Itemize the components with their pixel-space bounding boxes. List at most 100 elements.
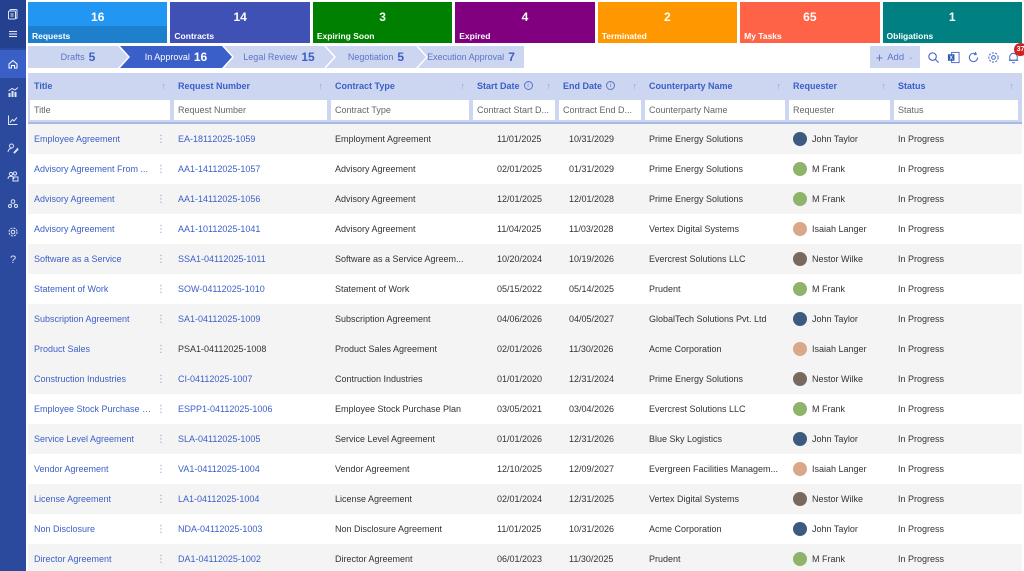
cell-request-number[interactable]: SA1-04112025-1009: [178, 314, 261, 324]
tile-expired[interactable]: 4 Expired: [455, 2, 595, 43]
sidebar-item-home[interactable]: [0, 50, 26, 78]
sidebar-item-team[interactable]: [0, 162, 26, 190]
cell-request-number[interactable]: SLA-04112025-1005: [178, 434, 261, 444]
sort-arrow-icon[interactable]: ↑: [546, 80, 552, 91]
table-row[interactable]: Vendor Agreement ⋮ VA1-04112025-1004 Vendor…: [28, 454, 1022, 484]
title-link[interactable]: Software as a Service: [34, 254, 122, 264]
app-logo-icon[interactable]: [0, 5, 26, 23]
table-row[interactable]: Statement of Work ⋮ SOW-04112025-1010 State…: [28, 274, 1022, 304]
filter-input-end-date[interactable]: [559, 100, 641, 120]
title-link[interactable]: Director Agreement: [34, 554, 112, 564]
cell-request-number[interactable]: AA1-10112025-1041: [178, 224, 261, 234]
title-link[interactable]: Product Sales: [34, 344, 91, 354]
sidebar-item-analytics[interactable]: [0, 78, 26, 106]
step-drafts[interactable]: Drafts 5: [28, 46, 128, 68]
cell-request-number[interactable]: AA1-14112025-1057: [178, 164, 261, 174]
sidebar-item-user-edit[interactable]: [0, 134, 26, 162]
filter-input-counterparty-name[interactable]: [645, 100, 785, 120]
row-menu-icon[interactable]: ⋮: [156, 133, 166, 145]
step-in-approval[interactable]: In Approval 16: [120, 46, 232, 68]
filter-input-contract-type[interactable]: [331, 100, 469, 120]
step-negotiation[interactable]: Negotiation 5: [326, 46, 426, 68]
row-menu-icon[interactable]: ⋮: [156, 283, 166, 295]
column-header-requester[interactable]: Requester ↑: [787, 81, 892, 91]
cell-request-number[interactable]: SSA1-04112025-1011: [178, 254, 266, 264]
column-header-end-date[interactable]: End Date i ↑: [557, 81, 643, 91]
cell-request-number[interactable]: SOW-04112025-1010: [178, 284, 265, 294]
info-icon[interactable]: i: [606, 81, 616, 90]
sort-arrow-icon[interactable]: ↑: [776, 80, 782, 91]
search-button[interactable]: [926, 50, 940, 64]
table-row[interactable]: Software as a Service ⋮ SSA1-04112025-1011…: [28, 244, 1022, 274]
info-icon[interactable]: i: [523, 81, 533, 90]
add-button[interactable]: + Add ⌄: [869, 46, 920, 68]
table-row[interactable]: Service Level Agreement ⋮ SLA-04112025-100…: [28, 424, 1022, 454]
title-link[interactable]: Advisory Agreement From ...: [34, 164, 149, 174]
table-row[interactable]: Advisory Agreement ⋮ AA1-10112025-1041 Advi…: [28, 214, 1022, 244]
tile-my-tasks[interactable]: 65 My Tasks: [740, 2, 880, 43]
sidebar-item-user-group[interactable]: [0, 190, 26, 218]
table-row[interactable]: License Agreement ⋮ LA1-04112025-1004 Licen…: [28, 484, 1022, 514]
table-row[interactable]: Employee Stock Purchase Pl... ⋮ ESPP1-0411…: [28, 394, 1022, 424]
column-header-status[interactable]: Status ↑: [892, 81, 1020, 91]
column-header-title[interactable]: Title ↑: [28, 81, 172, 91]
sort-arrow-icon[interactable]: ↑: [881, 80, 887, 91]
title-link[interactable]: Vendor Agreement: [34, 464, 109, 474]
table-row[interactable]: Advisory Agreement ⋮ AA1-14112025-1056 Advi…: [28, 184, 1022, 214]
tile-terminated[interactable]: 2 Terminated: [597, 2, 738, 43]
settings-button[interactable]: [986, 50, 1000, 64]
tile-requests[interactable]: 16 Requests: [28, 2, 168, 43]
row-menu-icon[interactable]: ⋮: [156, 193, 166, 205]
title-link[interactable]: Employee Agreement: [34, 134, 121, 144]
notifications-button[interactable]: 37: [1006, 43, 1024, 64]
table-row[interactable]: Construction Industries ⋮ CI-04112025-1007…: [28, 364, 1022, 394]
row-menu-icon[interactable]: ⋮: [156, 223, 166, 235]
cell-request-number[interactable]: CI-04112025-1007: [178, 374, 253, 384]
title-link[interactable]: Construction Industries: [34, 374, 127, 384]
title-link[interactable]: Service Level Agreement: [34, 434, 135, 444]
tile-obligations[interactable]: 1 Obligations: [882, 2, 1022, 43]
tile-contracts[interactable]: 14 Contracts: [170, 2, 310, 43]
cell-request-number[interactable]: VA1-04112025-1004: [178, 464, 260, 474]
sidebar-item-settings[interactable]: [0, 218, 26, 246]
row-menu-icon[interactable]: ⋮: [156, 523, 166, 535]
refresh-button[interactable]: [966, 50, 980, 64]
row-menu-icon[interactable]: ⋮: [156, 313, 166, 325]
table-row[interactable]: Non Disclosure ⋮ NDA-04112025-1003 Non Disc…: [28, 514, 1022, 544]
filter-input-status[interactable]: [894, 100, 1018, 120]
table-row[interactable]: Product Sales ⋮ PSA1-04112025-1008 Product …: [28, 334, 1022, 364]
row-menu-icon[interactable]: ⋮: [156, 433, 166, 445]
filter-input-start-date[interactable]: [473, 100, 555, 120]
title-link[interactable]: License Agreement: [34, 494, 112, 504]
column-header-counterparty-name[interactable]: Counterparty Name ↑: [643, 81, 787, 91]
title-link[interactable]: Subscription Agreement: [34, 314, 130, 324]
export-excel-button[interactable]: X: [946, 50, 960, 64]
cell-request-number[interactable]: ESPP1-04112025-1006: [178, 404, 273, 414]
row-menu-icon[interactable]: ⋮: [156, 253, 166, 265]
table-row[interactable]: Advisory Agreement From ... ⋮ AA1-14112025…: [28, 154, 1022, 184]
column-header-contract-type[interactable]: Contract Type ↑: [329, 81, 471, 91]
row-menu-icon[interactable]: ⋮: [156, 163, 166, 175]
sort-arrow-icon[interactable]: ↑: [161, 80, 167, 91]
sort-arrow-icon[interactable]: ↑: [318, 80, 324, 91]
title-link[interactable]: Employee Stock Purchase Pl...: [34, 404, 156, 414]
step-execution-approval[interactable]: Execution Approval 7: [418, 46, 524, 68]
filter-input-requester[interactable]: [789, 100, 890, 120]
row-menu-icon[interactable]: ⋮: [156, 373, 166, 385]
tile-expiring-soon[interactable]: 3 Expiring Soon: [312, 2, 453, 43]
cell-request-number[interactable]: AA1-14112025-1056: [178, 194, 261, 204]
title-link[interactable]: Advisory Agreement: [34, 194, 115, 204]
sidebar-item-help[interactable]: ?: [0, 246, 26, 274]
row-menu-icon[interactable]: ⋮: [156, 403, 166, 415]
sort-arrow-icon[interactable]: ↑: [1009, 80, 1015, 91]
title-link[interactable]: Non Disclosure: [34, 524, 96, 534]
cell-request-number[interactable]: PSA1-04112025-1008: [178, 344, 267, 354]
title-link[interactable]: Statement of Work: [34, 284, 109, 294]
cell-request-number[interactable]: NDA-04112025-1003: [178, 524, 263, 534]
filter-input-request-number[interactable]: [174, 100, 327, 120]
column-header-start-date[interactable]: Start Date i ↑: [471, 81, 557, 91]
row-menu-icon[interactable]: ⋮: [156, 343, 166, 355]
sort-arrow-icon[interactable]: ↑: [632, 80, 638, 91]
title-link[interactable]: Advisory Agreement: [34, 224, 115, 234]
cell-request-number[interactable]: EA-18112025-1059: [178, 134, 256, 144]
